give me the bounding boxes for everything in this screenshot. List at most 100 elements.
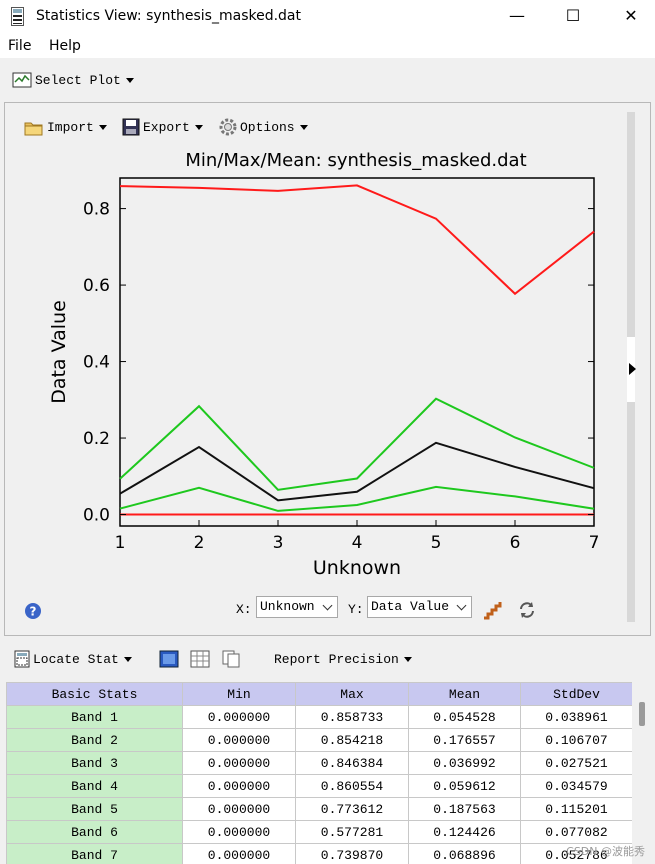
table-cell: 0.854218 bbox=[295, 728, 409, 752]
chevron-down-icon bbox=[403, 657, 412, 662]
column-header[interactable]: Mean bbox=[408, 682, 521, 706]
menu-help[interactable]: Help bbox=[49, 38, 81, 54]
table-cell: 0.187563 bbox=[408, 797, 521, 821]
table-cell: 0.739870 bbox=[295, 843, 409, 864]
title-bar: Statistics View: synthesis_masked.dat — … bbox=[0, 0, 655, 34]
window-title: Statistics View: synthesis_masked.dat bbox=[36, 8, 302, 24]
export-label: Export bbox=[143, 119, 190, 135]
table-cell: 0.036992 bbox=[408, 751, 521, 775]
x-tick-label: 6 bbox=[510, 533, 521, 553]
row-header: Band 7 bbox=[6, 843, 183, 864]
row-header: Band 4 bbox=[6, 774, 183, 798]
table-cell: 0.054528 bbox=[408, 705, 521, 729]
report-precision-button[interactable]: Report Precision bbox=[274, 652, 412, 667]
y-axis-select-value: Data Value bbox=[371, 599, 450, 614]
table-cell: 0.000000 bbox=[182, 820, 296, 844]
options-button[interactable]: Options bbox=[219, 118, 308, 136]
expand-arrow-icon[interactable] bbox=[629, 363, 636, 375]
table-cell: 0.000000 bbox=[182, 774, 296, 798]
x-tick-label: 3 bbox=[273, 533, 284, 553]
x-axis-select[interactable]: Unknown bbox=[256, 596, 338, 618]
svg-text:?: ? bbox=[30, 605, 37, 619]
locate-stat-button[interactable]: Locate Stat bbox=[14, 650, 132, 668]
table-cell: 0.038961 bbox=[520, 705, 632, 729]
table-row[interactable]: Band 1 0.000000 0.858733 0.054528 0.038961 bbox=[6, 705, 632, 729]
line-chart: Min/Max/Mean: synthesis_masked.dat 1 2 3 4 5… bbox=[48, 150, 600, 579]
y-axis-label: Data Value bbox=[48, 300, 70, 404]
y-tick-label: 0.4 bbox=[83, 353, 110, 373]
chevron-down-icon bbox=[123, 656, 132, 662]
row-header: Band 6 bbox=[6, 820, 183, 844]
series-line-5 bbox=[119, 485, 595, 512]
save-icon bbox=[122, 118, 140, 136]
x-tick-label: 4 bbox=[352, 533, 363, 553]
table-cell: 0.000000 bbox=[182, 797, 296, 821]
table-header-row: Basic Stats Min Max Mean StdDev bbox=[6, 682, 632, 706]
table-cell: 0.068896 bbox=[408, 843, 521, 864]
menu-file[interactable]: File bbox=[8, 38, 32, 54]
table-row[interactable]: Band 5 0.000000 0.773612 0.187563 0.115201 bbox=[6, 797, 632, 821]
stairs-icon[interactable] bbox=[482, 600, 502, 620]
y-tick-label: 0.0 bbox=[83, 506, 110, 526]
table-cell: 0.577281 bbox=[295, 820, 409, 844]
single-view-icon[interactable] bbox=[159, 650, 179, 668]
menu-bar: File Help bbox=[0, 34, 655, 58]
close-button[interactable]: ✕ bbox=[624, 6, 638, 25]
table-cell: 0.000000 bbox=[182, 751, 296, 775]
main-toolbar: Select Plot bbox=[0, 58, 655, 102]
export-button[interactable]: Export bbox=[122, 118, 203, 136]
plot-icon bbox=[12, 72, 32, 88]
column-header[interactable]: StdDev bbox=[520, 682, 632, 706]
row-header: Band 2 bbox=[6, 728, 183, 752]
column-header[interactable]: Max bbox=[295, 682, 409, 706]
import-label: Import bbox=[47, 119, 94, 135]
table-cell: 0.124426 bbox=[408, 820, 521, 844]
help-icon[interactable]: ? bbox=[24, 602, 42, 620]
y-tick-label: 0.8 bbox=[83, 200, 110, 220]
column-header[interactable]: Min bbox=[182, 682, 296, 706]
table-cell: 0.176557 bbox=[408, 728, 521, 752]
select-plot-button[interactable]: Select Plot bbox=[12, 72, 134, 88]
table-row[interactable]: Band 4 0.000000 0.860554 0.059612 0.034579 bbox=[6, 774, 632, 798]
table-cell: 0.000000 bbox=[182, 843, 296, 864]
series-line-1 bbox=[119, 184, 595, 296]
x-tick-label: 7 bbox=[589, 533, 600, 553]
select-plot-label: Select Plot bbox=[35, 72, 121, 88]
chart-title: Min/Max/Mean: synthesis_masked.dat bbox=[185, 150, 526, 171]
chevron-down-icon bbox=[456, 600, 467, 611]
plot-area bbox=[119, 177, 595, 527]
y-tick-label: 0.6 bbox=[83, 276, 110, 296]
refresh-icon[interactable] bbox=[517, 600, 537, 620]
y-axis-select[interactable]: Data Value bbox=[367, 596, 472, 618]
chevron-down-icon bbox=[299, 124, 308, 130]
x-tick-label: 2 bbox=[194, 533, 205, 553]
table-cell: 0.027521 bbox=[520, 751, 632, 775]
table-cell: 0.000000 bbox=[182, 728, 296, 752]
x-tick-label: 5 bbox=[431, 533, 442, 553]
import-button[interactable]: Import bbox=[24, 118, 107, 136]
maximize-button[interactable]: ☐ bbox=[565, 6, 581, 25]
table-cell: 0.034579 bbox=[520, 774, 632, 798]
stat-toolbar: Locate Stat Report Precision bbox=[0, 644, 655, 676]
chevron-down-icon bbox=[98, 124, 107, 130]
table-cell: 0.059612 bbox=[408, 774, 521, 798]
calculator-icon bbox=[14, 650, 30, 668]
x-axis-selector-label: X: bbox=[236, 602, 252, 617]
copy-icon[interactable] bbox=[221, 650, 241, 668]
row-header: Band 1 bbox=[6, 705, 183, 729]
x-tick-label: 1 bbox=[115, 533, 126, 553]
chevron-down-icon bbox=[194, 124, 203, 130]
report-precision-label: Report Precision bbox=[274, 652, 399, 667]
column-header[interactable]: Basic Stats bbox=[6, 682, 183, 706]
minimize-button[interactable]: — bbox=[509, 6, 525, 25]
table-row[interactable]: Band 7 0.000000 0.739870 0.068896 0.052786 bbox=[6, 843, 632, 864]
table-scrollbar-thumb[interactable] bbox=[639, 702, 645, 726]
table-row[interactable]: Band 2 0.000000 0.854218 0.176557 0.106707 bbox=[6, 728, 632, 752]
table-cell: 0.106707 bbox=[520, 728, 632, 752]
table-cell: 0.115201 bbox=[520, 797, 632, 821]
chevron-down-icon bbox=[322, 600, 333, 611]
table-row[interactable]: Band 3 0.000000 0.846384 0.036992 0.027521 bbox=[6, 751, 632, 775]
table-view-icon[interactable] bbox=[190, 650, 210, 668]
calculator-icon bbox=[11, 7, 24, 26]
table-row[interactable]: Band 6 0.000000 0.577281 0.124426 0.077082 bbox=[6, 820, 632, 844]
